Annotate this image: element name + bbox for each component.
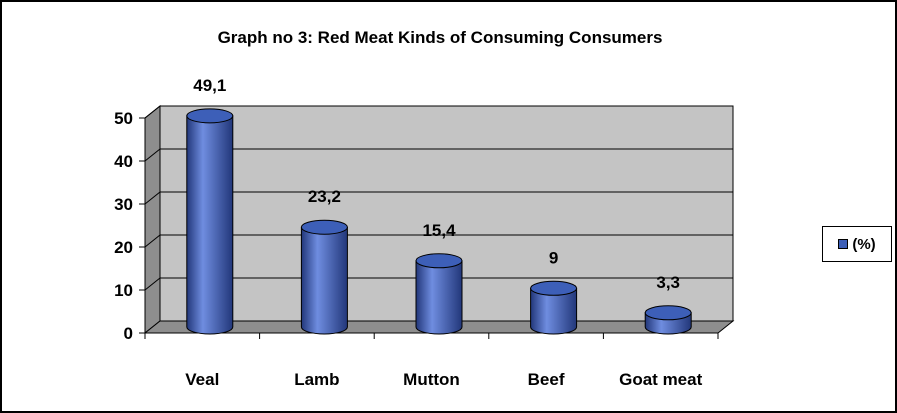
bar-top [415,253,463,269]
bar [300,219,348,335]
y-tick-label: 50 [114,109,133,128]
x-tick-label: Beef [528,370,565,389]
data-label: 3,3 [656,273,680,292]
data-label: 49,1 [193,76,226,95]
x-tick-label: Mutton [403,370,460,389]
side-wall [144,104,161,335]
legend-swatch [838,239,849,249]
bar-body [415,260,463,335]
bar [644,305,692,335]
bar-top [186,108,234,124]
bar-top [530,280,578,296]
y-tick-label: 10 [114,281,133,300]
data-label: 23,2 [308,187,341,206]
y-tick-label: 0 [124,324,133,343]
bar-body [186,115,234,335]
bar [530,280,578,335]
x-tick-label: Veal [185,370,219,389]
gridline-side [144,191,161,205]
y-tick-label: 40 [114,152,133,171]
bar-top [644,305,692,321]
plot-area: 0 10 20 30 40 50 49,1 Veal 23,2 Lamb 15,4 Mutton 9 Be… [114,76,735,389]
x-tick-label: Goat meat [619,370,702,389]
legend-label: (%) [852,235,876,253]
gridline-side [144,234,161,248]
bar-body [300,226,348,335]
data-label: 15,4 [422,221,456,240]
gridline-side [144,277,161,291]
x-tick-label: Lamb [294,370,339,389]
bar [415,253,463,335]
bar-top [300,219,348,235]
gridline-side [144,148,161,162]
y-tick-label: 20 [114,238,133,257]
chart-title: Graph no 3: Red Meat Kinds of Consuming … [218,28,663,47]
bar-body [530,287,578,335]
gridline-side [144,105,161,119]
bar [186,108,234,335]
legend: (%) [822,226,892,262]
y-tick-label: 30 [114,195,133,214]
data-label: 9 [549,248,558,267]
